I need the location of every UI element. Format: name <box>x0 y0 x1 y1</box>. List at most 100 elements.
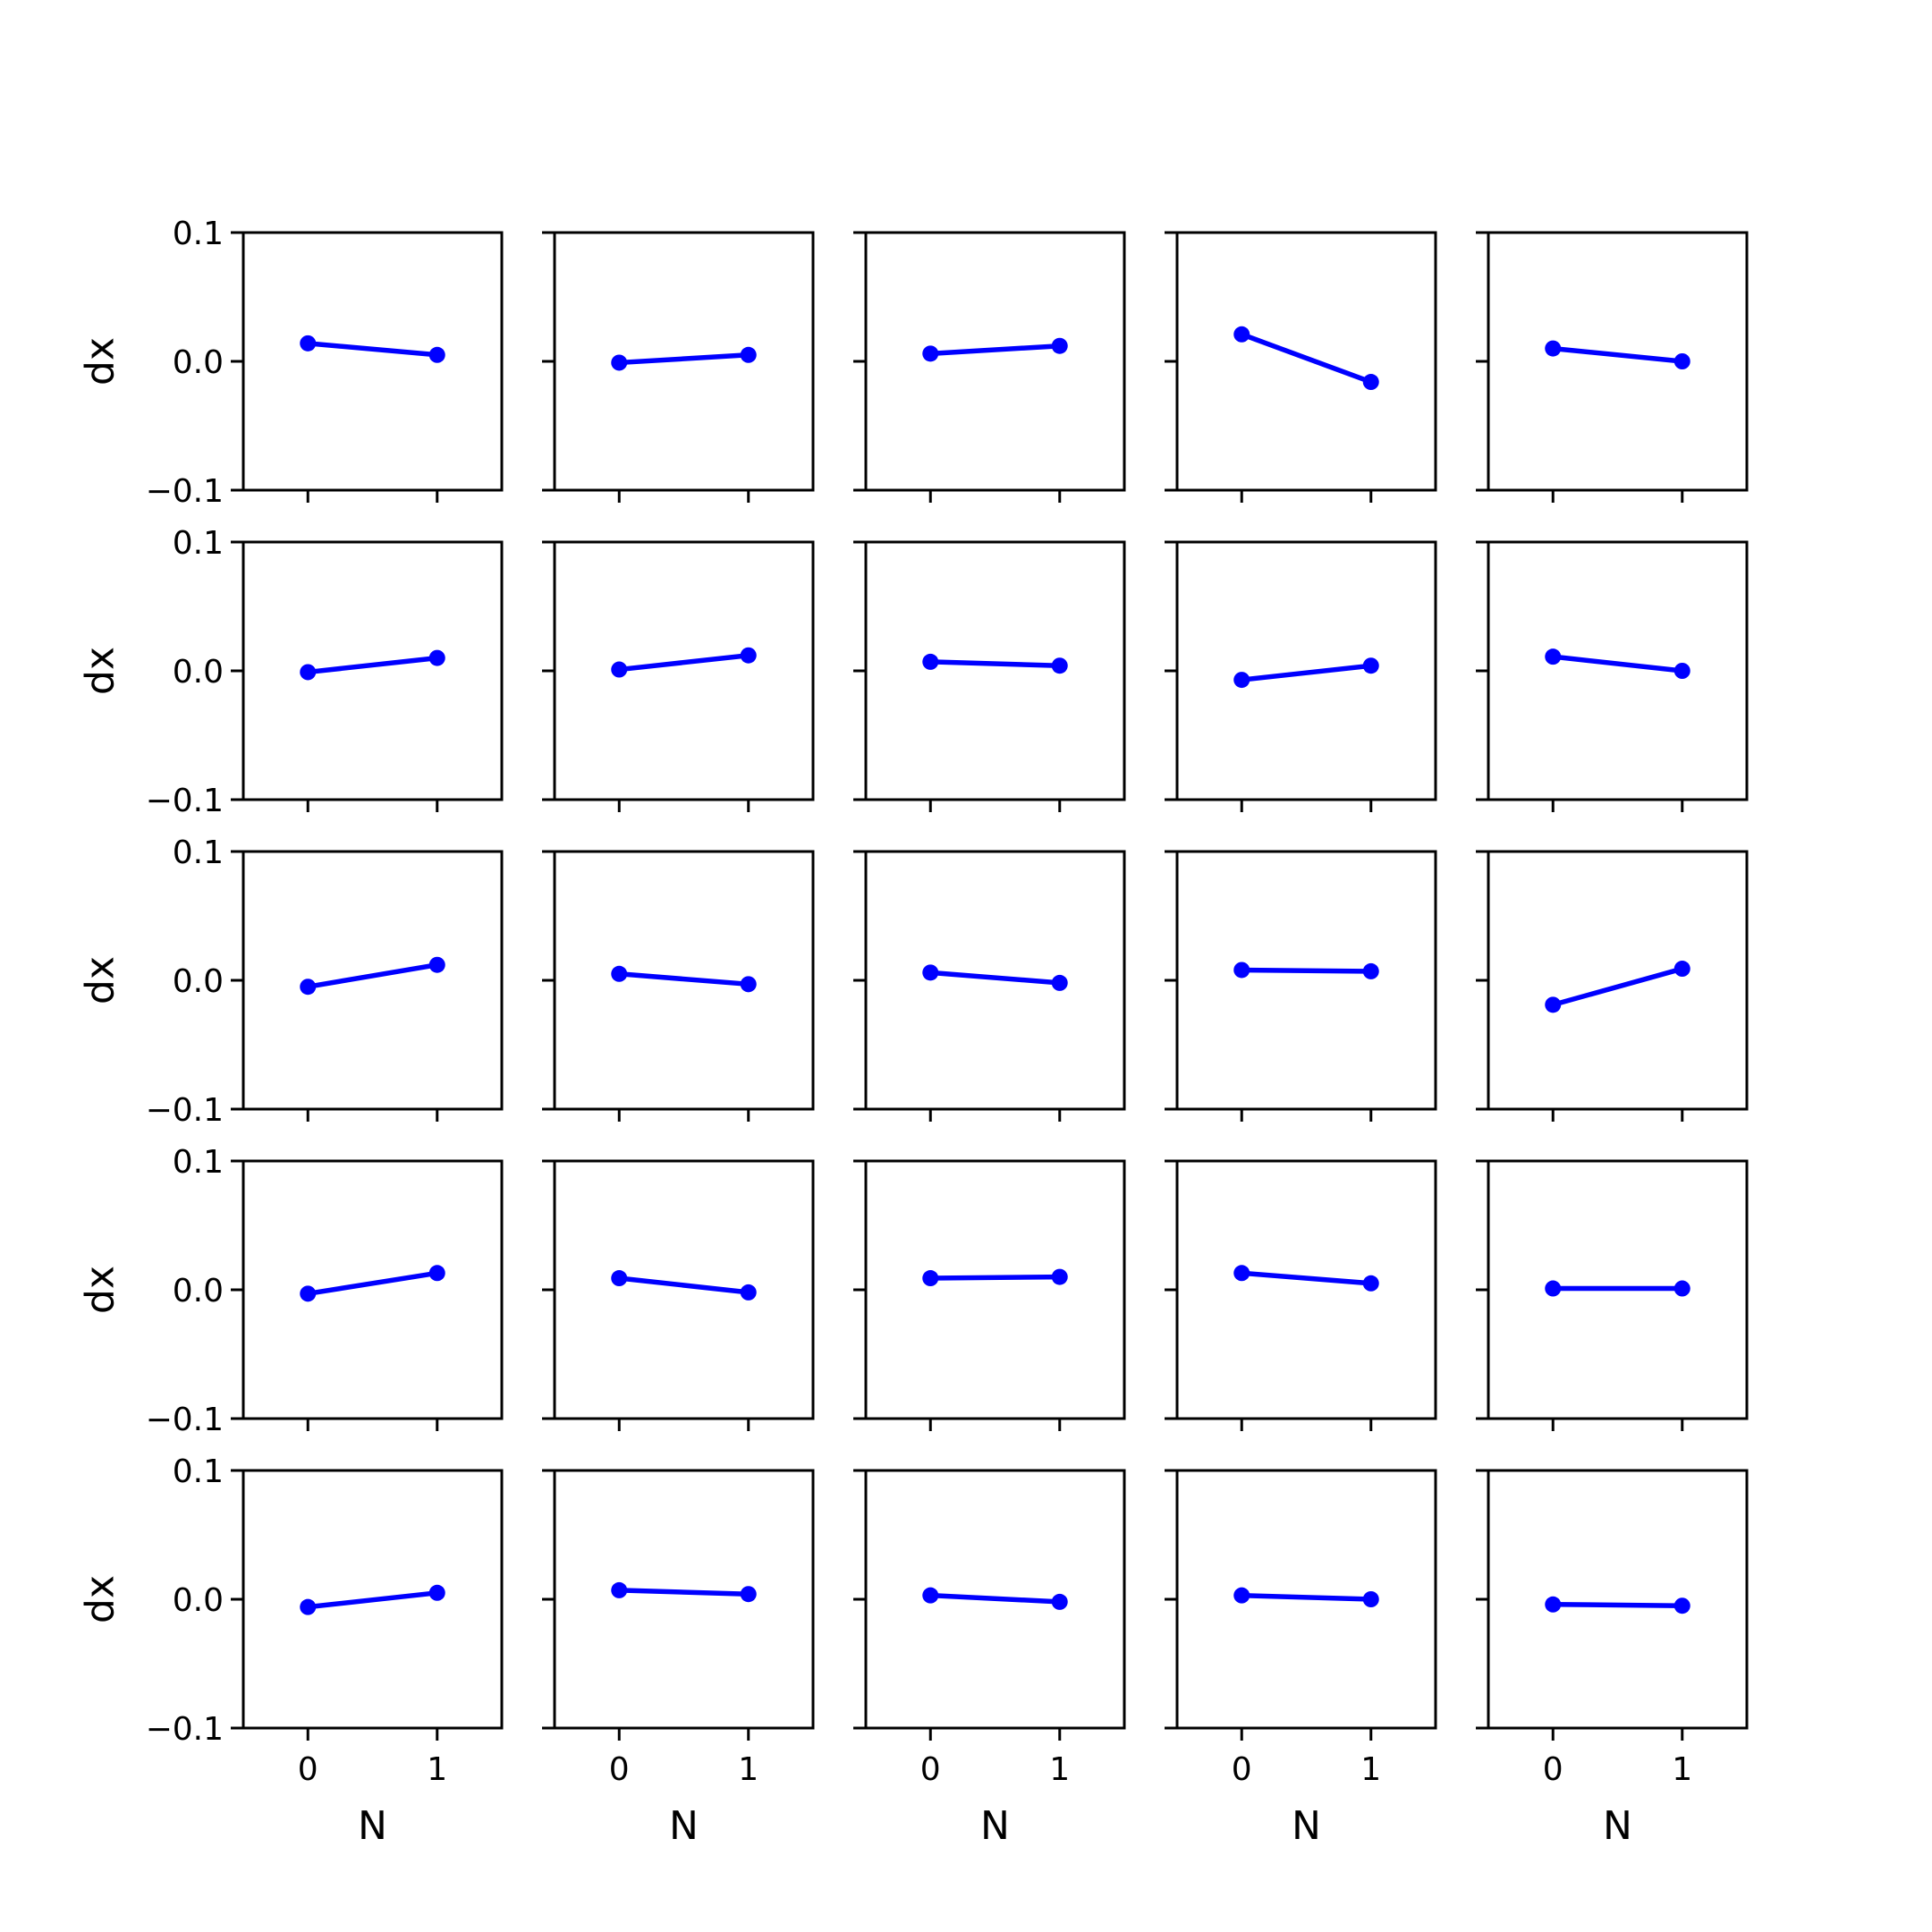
xtick-label-r5c4-0: 0 <box>1232 1751 1252 1788</box>
point-r1c2-1 <box>740 346 757 363</box>
xtick-label-r5c2-1: 1 <box>738 1751 758 1788</box>
point-r1c5-1 <box>1674 353 1690 369</box>
ytick-label-r4c1-2: −0.1 <box>146 1402 224 1438</box>
series-line-r5c3 <box>928 1592 1063 1605</box>
axes-frame-r2c3 <box>864 540 1126 801</box>
xtick-label-r5c5-0: 0 <box>1543 1751 1563 1788</box>
point-r5c1-1 <box>428 1584 445 1601</box>
xtick-label-r5c3-0: 0 <box>920 1751 941 1788</box>
axes-frame-r4c1 <box>242 1159 504 1420</box>
point-r2c5-1 <box>1674 663 1690 679</box>
axes-frame-r3c1 <box>242 850 504 1111</box>
point-r1c3-0 <box>922 345 939 362</box>
series-line-r5c4 <box>1239 1592 1374 1602</box>
axes-frame-r3c3 <box>864 850 1126 1111</box>
axes-frame-r4c3 <box>864 1159 1126 1420</box>
series-line-r4c1 <box>305 1270 440 1297</box>
series-line-r1c2 <box>616 352 751 366</box>
point-r2c2-0 <box>611 661 628 678</box>
series-line-r5c5 <box>1550 1602 1685 1608</box>
xtick-label-r5c1-1: 1 <box>427 1751 447 1788</box>
point-r3c1-0 <box>300 979 317 996</box>
point-r1c4-0 <box>1233 326 1250 343</box>
point-r5c2-1 <box>740 1586 757 1603</box>
point-r5c3-1 <box>1051 1593 1068 1610</box>
series-line-r5c2 <box>616 1588 751 1597</box>
series-line-r4c4 <box>1239 1270 1374 1286</box>
series-line-r2c1 <box>305 655 440 675</box>
point-r5c2-0 <box>611 1581 628 1598</box>
ytick-label-r3c1-2: −0.1 <box>146 1092 224 1129</box>
ytick-label-r4c1-1: 0.0 <box>173 1273 224 1309</box>
ylabel-r1c1: dx <box>78 337 123 386</box>
series-line-r3c3 <box>928 970 1063 986</box>
ytick-label-r2c1-0: 0.1 <box>173 525 224 562</box>
ytick-label-r4c1-0: 0.1 <box>173 1144 224 1181</box>
ytick-label-r3c1-0: 0.1 <box>173 835 224 871</box>
xtick-label-r5c2-0: 0 <box>609 1751 630 1788</box>
point-r2c2-1 <box>740 647 757 664</box>
point-r4c2-1 <box>740 1284 757 1301</box>
point-r4c5-0 <box>1545 1280 1562 1297</box>
ytick-label-r1c1-1: 0.0 <box>173 344 224 381</box>
point-r4c4-0 <box>1233 1265 1250 1282</box>
point-r5c4-1 <box>1362 1591 1379 1607</box>
ytick-label-r5c1-1: 0.0 <box>173 1582 224 1619</box>
point-r1c3-1 <box>1051 337 1068 354</box>
point-r5c3-0 <box>922 1587 939 1604</box>
axes-frame-r1c5 <box>1487 231 1749 492</box>
point-r1c4-1 <box>1362 374 1379 391</box>
point-r3c4-1 <box>1362 962 1379 979</box>
xtick-label-r5c5-1: 1 <box>1672 1751 1692 1788</box>
point-r4c3-1 <box>1051 1268 1068 1285</box>
point-r5c4-0 <box>1233 1587 1250 1604</box>
ytick-label-r5c1-2: −0.1 <box>146 1711 224 1748</box>
ylabel-r3c1: dx <box>78 956 123 1004</box>
ylabel-r5c1: dx <box>78 1575 123 1623</box>
ytick-label-r2c1-1: 0.0 <box>173 654 224 691</box>
point-r4c2-0 <box>611 1270 628 1287</box>
series-line-r2c2 <box>616 652 751 673</box>
point-r2c3-0 <box>922 653 939 670</box>
point-r3c2-0 <box>611 965 628 982</box>
axes-frame-r4c2 <box>553 1159 815 1420</box>
point-r4c3-0 <box>922 1270 939 1287</box>
series-line-r1c5 <box>1550 345 1685 364</box>
point-r2c1-0 <box>300 664 317 681</box>
series-line-r1c3 <box>928 343 1063 357</box>
series-line-r4c2 <box>616 1275 751 1295</box>
ytick-label-r1c1-0: 0.1 <box>173 216 224 252</box>
axes-frame-r1c2 <box>553 231 815 492</box>
series-line-r2c4 <box>1239 663 1374 682</box>
series-line-r2c5 <box>1550 654 1685 674</box>
point-r3c1-1 <box>428 956 445 973</box>
axes-frame-r5c2 <box>553 1469 815 1730</box>
point-r4c4-1 <box>1362 1275 1379 1292</box>
ylabel-r2c1: dx <box>78 647 123 695</box>
axes-frame-r1c1 <box>242 231 504 492</box>
point-r2c3-1 <box>1051 657 1068 674</box>
point-r3c3-0 <box>922 964 939 981</box>
ytick-label-r1c1-2: −0.1 <box>146 473 224 510</box>
point-r4c5-1 <box>1674 1280 1690 1297</box>
point-r1c2-0 <box>611 354 628 371</box>
series-line-r3c1 <box>305 962 440 989</box>
point-r2c1-1 <box>428 649 445 666</box>
point-r3c5-0 <box>1545 996 1562 1013</box>
axes-frame-r2c5 <box>1487 540 1749 801</box>
series-line-r2c3 <box>928 659 1063 668</box>
axes-frame-r1c4 <box>1175 231 1437 492</box>
xlabel-r5c2: N <box>669 1803 699 1849</box>
axes-frame-r5c5 <box>1487 1469 1749 1730</box>
point-r3c3-1 <box>1051 974 1068 991</box>
point-r4c1-1 <box>428 1265 445 1282</box>
axes-frame-r2c2 <box>553 540 815 801</box>
xtick-label-r5c4-1: 1 <box>1360 1751 1381 1788</box>
xlabel-r5c4: N <box>1292 1803 1321 1849</box>
point-r5c5-0 <box>1545 1596 1562 1613</box>
axes-frame-r3c5 <box>1487 850 1749 1111</box>
point-r5c5-1 <box>1674 1597 1690 1614</box>
point-r2c4-1 <box>1362 657 1379 674</box>
point-r1c5-0 <box>1545 340 1562 357</box>
